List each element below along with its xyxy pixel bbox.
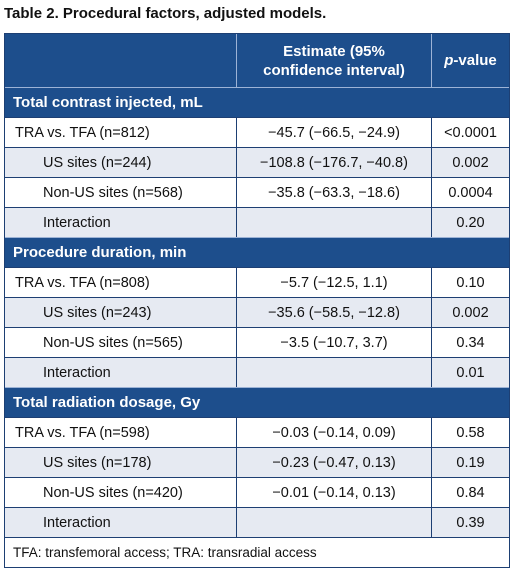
row-estimate: −35.6 (−58.5, −12.8)	[237, 298, 432, 327]
table-row: TRA vs. TFA (n=812) −45.7 (−66.5, −24.9) <…	[5, 117, 509, 147]
table-row: TRA vs. TFA (n=598) −0.03 (−0.14, 0.09) 0.…	[5, 417, 509, 447]
table-row: US sites (n=178) −0.23 (−0.47, 0.13) 0.19	[5, 447, 509, 477]
table-row: Non-US sites (n=568) −35.8 (−63.3, −18.6)…	[5, 177, 509, 207]
row-label: US sites (n=243)	[5, 298, 237, 327]
section-header: Total radiation dosage, Gy	[5, 387, 509, 417]
row-label: Interaction	[5, 358, 237, 387]
header-pvalue: p -value	[432, 34, 509, 87]
row-label: Non-US sites (n=420)	[5, 478, 237, 507]
table-row: Interaction 0.39	[5, 507, 509, 537]
row-label: TRA vs. TFA (n=812)	[5, 118, 237, 147]
row-label: Non-US sites (n=565)	[5, 328, 237, 357]
row-pvalue: 0.20	[456, 214, 485, 231]
row-label: Interaction	[5, 508, 237, 537]
row-estimate	[237, 208, 432, 237]
table-row: TRA vs. TFA (n=808) −5.7 (−12.5, 1.1) 0.10	[5, 267, 509, 297]
header-pvalue-italic: p	[444, 52, 454, 69]
header-pvalue-rest: -value	[453, 52, 497, 69]
row-estimate: −0.23 (−0.47, 0.13)	[237, 448, 432, 477]
section-header: Procedure duration, min	[5, 237, 509, 267]
row-label: TRA vs. TFA (n=808)	[5, 268, 237, 297]
table-row: US sites (n=243) −35.6 (−58.5, −12.8) 0.00…	[5, 297, 509, 327]
row-estimate: −0.01 (−0.14, 0.13)	[237, 478, 432, 507]
row-pvalue: 0.0004	[448, 184, 493, 201]
row-pvalue: 0.002	[452, 154, 489, 171]
row-pvalue: 0.34	[456, 334, 485, 351]
table-header: Estimate (95% confidence interval) p -val…	[5, 34, 509, 87]
row-pvalue: <0.0001	[444, 124, 497, 141]
row-pvalue: 0.58	[456, 424, 485, 441]
row-pvalue: 0.39	[456, 514, 485, 531]
row-label: Interaction	[5, 208, 237, 237]
table-footnote: TFA: transfemoral access; TRA: transradi…	[5, 537, 509, 567]
header-estimate: Estimate (95% confidence interval)	[237, 34, 432, 87]
row-pvalue: 0.19	[456, 454, 485, 471]
row-pvalue: 0.84	[456, 484, 485, 501]
header-blank-cell	[5, 34, 237, 87]
row-label: US sites (n=178)	[5, 448, 237, 477]
header-estimate-line1: Estimate (95%	[283, 42, 385, 60]
table-row: US sites (n=244) −108.8 (−176.7, −40.8) 0.…	[5, 147, 509, 177]
row-estimate	[237, 358, 432, 387]
row-estimate: −35.8 (−63.3, −18.6)	[237, 178, 432, 207]
row-estimate: −5.7 (−12.5, 1.1)	[237, 268, 432, 297]
row-estimate	[237, 508, 432, 537]
row-estimate: −3.5 (−10.7, 3.7)	[237, 328, 432, 357]
row-label: Non-US sites (n=568)	[5, 178, 237, 207]
table-title: Table 2. Procedural factors, adjusted mo…	[4, 5, 327, 22]
row-label: US sites (n=244)	[5, 148, 237, 177]
table-row: Non-US sites (n=565) −3.5 (−10.7, 3.7) 0.3…	[5, 327, 509, 357]
table-row: Interaction 0.20	[5, 207, 509, 237]
table-row: Interaction 0.01	[5, 357, 509, 387]
row-label: TRA vs. TFA (n=598)	[5, 418, 237, 447]
row-estimate: −0.03 (−0.14, 0.09)	[237, 418, 432, 447]
results-table: Estimate (95% confidence interval) p -val…	[4, 33, 510, 568]
table-row: Non-US sites (n=420) −0.01 (−0.14, 0.13) 0…	[5, 477, 509, 507]
row-pvalue: 0.10	[456, 274, 485, 291]
header-estimate-line2: confidence interval)	[263, 61, 405, 79]
row-estimate: −108.8 (−176.7, −40.8)	[237, 148, 432, 177]
section-header: Total contrast injected, mL	[5, 87, 509, 117]
row-pvalue: 0.01	[456, 364, 485, 381]
row-pvalue: 0.002	[452, 304, 489, 321]
row-estimate: −45.7 (−66.5, −24.9)	[237, 118, 432, 147]
table-body: Total contrast injected, mL TRA vs. TFA (…	[5, 87, 509, 537]
